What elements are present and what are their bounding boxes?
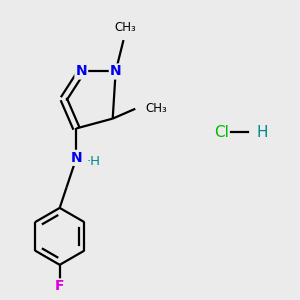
Text: Cl: Cl (214, 125, 229, 140)
Text: H: H (256, 125, 268, 140)
Text: ·H: ·H (87, 155, 101, 168)
Text: F: F (55, 279, 64, 293)
Text: N: N (76, 64, 87, 79)
Text: N: N (110, 64, 122, 79)
Text: CH₃: CH₃ (115, 21, 136, 34)
Text: N: N (70, 151, 82, 165)
Text: CH₃: CH₃ (145, 102, 167, 115)
